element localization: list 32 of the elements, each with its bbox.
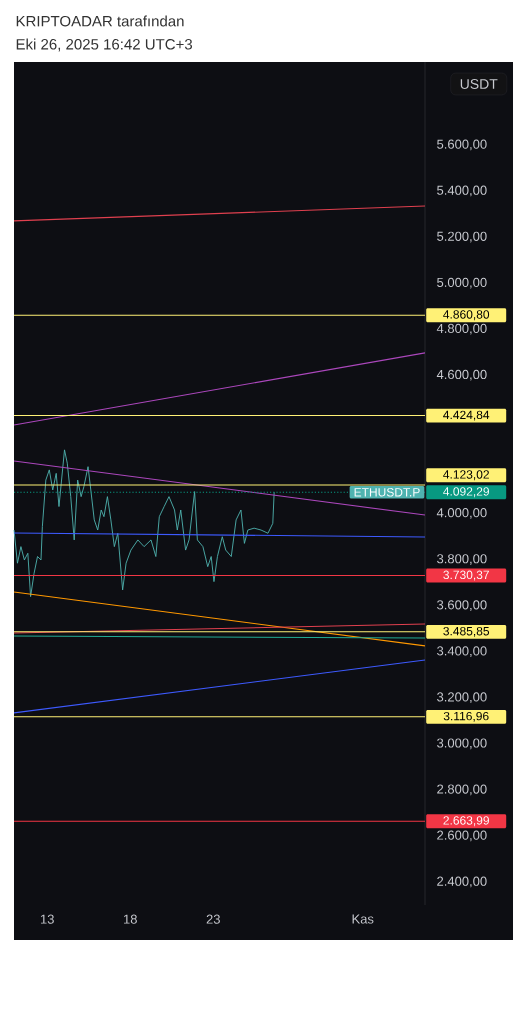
x-tick-label: 23 xyxy=(206,914,220,924)
chart-title: KRIPTOADAR tarafından xyxy=(16,15,184,27)
ref-line-label: 4.092,29 xyxy=(443,487,489,498)
y-tick-label: 5.200,00 xyxy=(437,231,487,243)
y-tick-label: 5.400,00 xyxy=(437,185,487,197)
ref-line-label: 4.123,02 xyxy=(443,470,489,481)
ref-line-label: 3.116,96 xyxy=(443,711,489,722)
y-tick-label: 2.800,00 xyxy=(437,784,487,796)
y-tick-label: 4.800,00 xyxy=(436,323,487,335)
y-tick-label: 2.600,00 xyxy=(437,830,487,842)
x-tick-label: 13 xyxy=(40,914,54,924)
y-tick-label: 3.400,00 xyxy=(437,646,487,658)
y-tick-label: 3.600,00 xyxy=(437,600,487,611)
y-tick-label: 4.000,00 xyxy=(436,508,487,519)
y-tick-label: 5.600,00 xyxy=(437,139,487,151)
y-tick-label: 2.400,00 xyxy=(437,876,487,888)
y-tick-label: 3.800,00 xyxy=(437,554,487,565)
x-tick-label: 18 xyxy=(124,914,137,924)
ref-line-label: 4.860,80 xyxy=(443,310,490,321)
y-tick-label: 4.600,00 xyxy=(436,369,487,381)
ref-line-label: 2.663,99 xyxy=(443,816,489,827)
y-tick-label: 3.000,00 xyxy=(437,738,487,750)
ref-line-label: 4.424,84 xyxy=(443,410,490,421)
y-tick-label: 3.200,00 xyxy=(437,692,487,704)
x-tick-label: Kas xyxy=(352,914,374,924)
text: USDT xyxy=(460,79,498,89)
ref-line-label: 3.730,37 xyxy=(443,570,489,581)
text: ETHUSDT.P xyxy=(354,488,420,497)
chart-subtitle: Eki 26, 2025 16:42 UTC+3 xyxy=(16,38,193,52)
line-series xyxy=(13,449,275,598)
ref-line-label: 3.485,85 xyxy=(443,626,490,637)
y-tick-label: 5.000,00 xyxy=(437,277,487,289)
